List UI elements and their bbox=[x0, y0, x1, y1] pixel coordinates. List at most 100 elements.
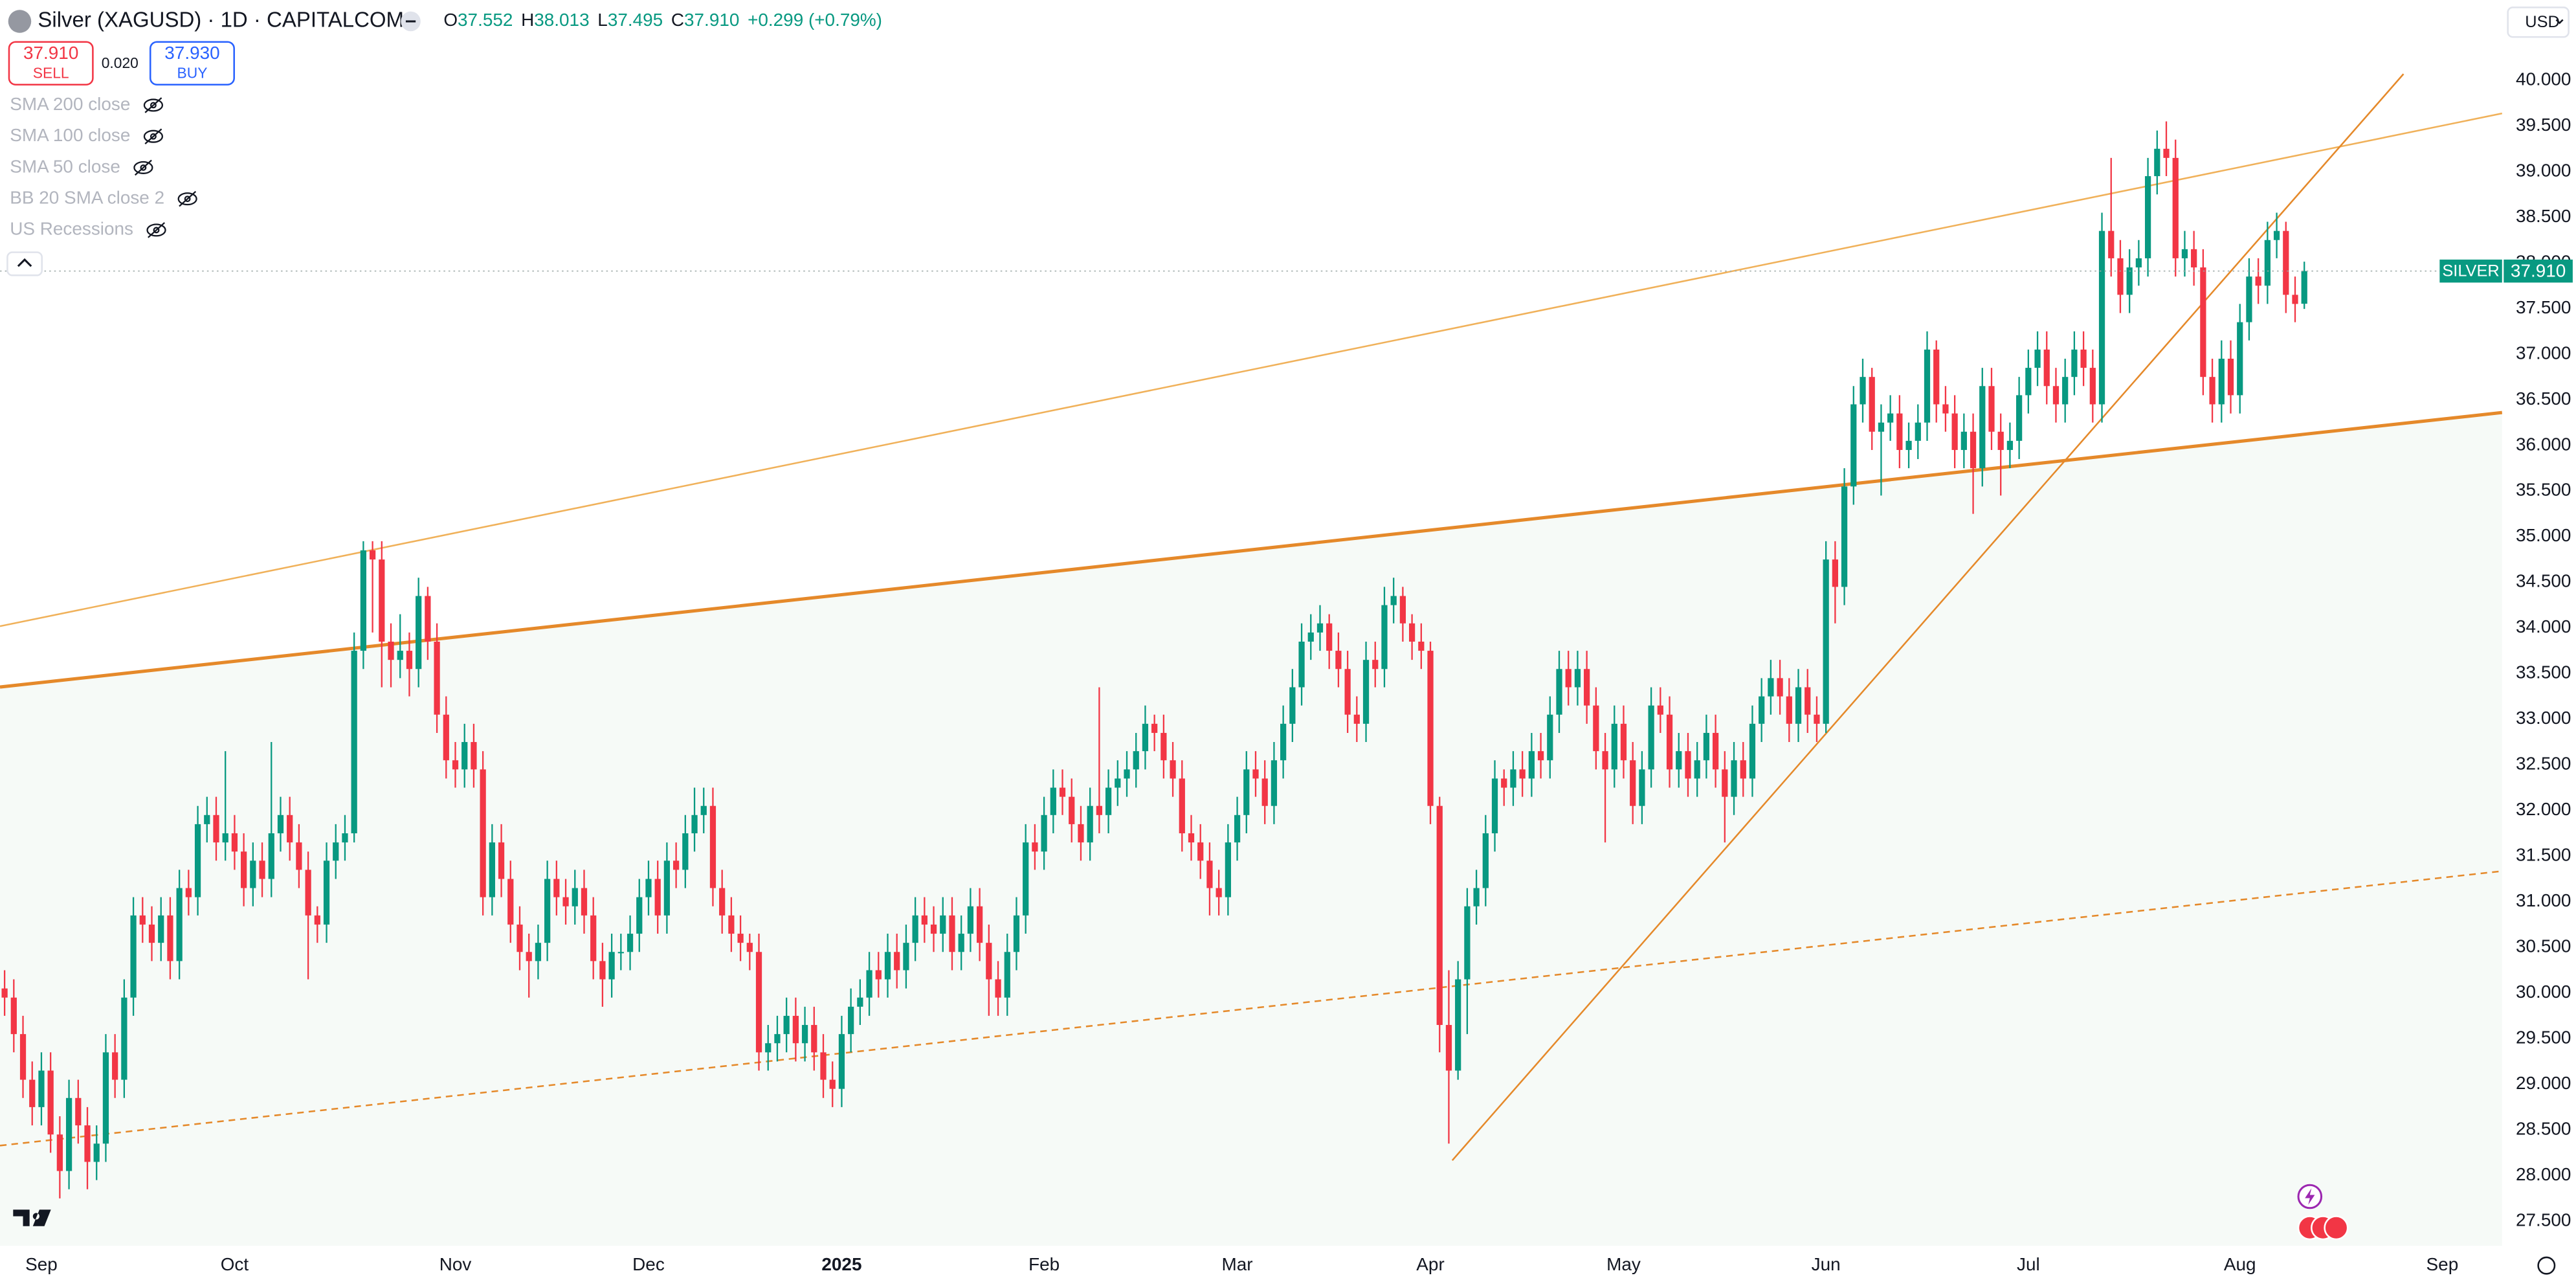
candle-body bbox=[737, 934, 744, 943]
eye-icon[interactable] bbox=[143, 129, 164, 143]
candle-body bbox=[1933, 349, 1940, 405]
candle-body bbox=[93, 1143, 100, 1162]
eye-slash bbox=[134, 159, 152, 176]
eye-icon[interactable] bbox=[143, 98, 164, 112]
x-tick-label: Aug bbox=[2224, 1254, 2256, 1274]
candle-body bbox=[755, 952, 762, 1053]
buy-button[interactable] bbox=[149, 41, 235, 85]
candle-body bbox=[1611, 723, 1617, 770]
candle-body bbox=[535, 943, 542, 961]
candle-body bbox=[2292, 295, 2298, 304]
candle-body bbox=[894, 952, 900, 971]
candle-body bbox=[1151, 723, 1158, 733]
indicator-label[interactable]: US Recessions bbox=[10, 219, 133, 239]
candle-body bbox=[2117, 258, 2124, 295]
candle-body bbox=[1418, 641, 1425, 651]
candle-body bbox=[425, 596, 431, 642]
y-tick-label: 31.000 bbox=[2516, 890, 2571, 910]
indicator-label[interactable]: SMA 100 close bbox=[10, 125, 130, 145]
candle-body bbox=[1473, 888, 1480, 906]
candle-body bbox=[1307, 632, 1314, 642]
candle-body bbox=[461, 742, 468, 770]
candle-body bbox=[2071, 349, 2078, 377]
candle-body bbox=[903, 943, 909, 971]
eye-pupil bbox=[140, 164, 147, 171]
candle-body bbox=[2025, 368, 2032, 396]
event-icon[interactable] bbox=[2324, 1215, 2349, 1241]
candle-body bbox=[1197, 842, 1204, 861]
indicator-label[interactable]: SMA 50 close bbox=[10, 156, 120, 176]
y-tick-label: 36.500 bbox=[2516, 388, 2571, 409]
candle-body bbox=[1565, 669, 1571, 688]
candle-body bbox=[2200, 267, 2206, 377]
candle-body bbox=[636, 897, 643, 934]
candle-body bbox=[2283, 231, 2289, 295]
candle-body bbox=[29, 1079, 36, 1107]
currency-button[interactable] bbox=[2507, 6, 2570, 38]
candle-body bbox=[333, 842, 339, 861]
candle-body bbox=[1482, 833, 1489, 888]
candle-body bbox=[526, 952, 532, 961]
candle-body bbox=[977, 906, 983, 943]
candle-body bbox=[65, 1097, 72, 1171]
candle-body bbox=[360, 550, 367, 651]
symbol-title[interactable]: Silver (XAGUSD) · 1D · CAPITALCOM bbox=[38, 8, 404, 32]
candle-body bbox=[323, 860, 330, 925]
candle-body bbox=[1059, 787, 1066, 797]
eye-icon[interactable] bbox=[133, 161, 153, 174]
indicator-label[interactable]: SMA 200 close bbox=[10, 94, 130, 114]
candle-body bbox=[158, 915, 164, 943]
ohlc-key: C bbox=[671, 10, 684, 30]
candle-body bbox=[2016, 395, 2023, 441]
candle-body bbox=[562, 897, 569, 906]
candle-body bbox=[1436, 805, 1443, 1026]
candle-body bbox=[1574, 669, 1581, 688]
x-tick-label: Sep bbox=[25, 1254, 58, 1274]
candle-body bbox=[1676, 751, 1682, 770]
collapse-legend[interactable] bbox=[6, 251, 43, 276]
candle-body bbox=[516, 924, 523, 952]
candle-body bbox=[1390, 596, 1397, 605]
candle-body bbox=[617, 952, 624, 954]
candle-body bbox=[2273, 231, 2280, 240]
candle-body bbox=[148, 924, 155, 943]
candle-body bbox=[1759, 696, 1765, 724]
event-icon-glyph bbox=[2305, 1188, 2315, 1205]
eye-icon[interactable] bbox=[177, 192, 197, 206]
candle-body bbox=[1142, 723, 1149, 752]
candle-body bbox=[2098, 231, 2105, 405]
y-tick-label: 35.500 bbox=[2516, 480, 2571, 500]
sell-price: 37.910 bbox=[23, 43, 78, 63]
candle-body bbox=[1032, 842, 1038, 852]
candle-body bbox=[930, 924, 937, 934]
x-tick-label: Feb bbox=[1028, 1254, 1060, 1274]
candle-body bbox=[1041, 815, 1047, 852]
candle-body bbox=[1, 988, 8, 998]
candle-body bbox=[1988, 386, 1995, 432]
y-tick-label: 35.000 bbox=[2516, 525, 2571, 545]
plot-area bbox=[0, 121, 2502, 1198]
candle-body bbox=[38, 1070, 45, 1107]
settings-icon[interactable] bbox=[2537, 1256, 2556, 1275]
symbol-icon bbox=[8, 10, 32, 33]
candle-body bbox=[1206, 860, 1213, 888]
sell-button[interactable] bbox=[8, 41, 94, 85]
candle-body bbox=[397, 651, 403, 660]
sell-label: SELL bbox=[33, 64, 69, 81]
candle-body bbox=[84, 1125, 91, 1162]
candle-body bbox=[1703, 732, 1710, 761]
candle-body bbox=[838, 1034, 845, 1089]
indicator-label[interactable]: BB 20 SMA close 2 bbox=[10, 188, 164, 208]
candle-body bbox=[1768, 678, 1774, 697]
eye-icon[interactable] bbox=[146, 223, 166, 237]
buy-label: BUY bbox=[177, 64, 208, 81]
symbol-label: SILVER bbox=[2442, 262, 2499, 280]
candle-body bbox=[1657, 705, 1663, 715]
candle-body bbox=[2163, 148, 2170, 158]
candle-body bbox=[645, 879, 652, 897]
candle-body bbox=[1666, 714, 1673, 770]
candle-body bbox=[185, 888, 192, 897]
candle-body bbox=[1878, 422, 1885, 432]
y-tick-label: 28.500 bbox=[2516, 1119, 2571, 1139]
candle-body bbox=[1795, 687, 1802, 724]
